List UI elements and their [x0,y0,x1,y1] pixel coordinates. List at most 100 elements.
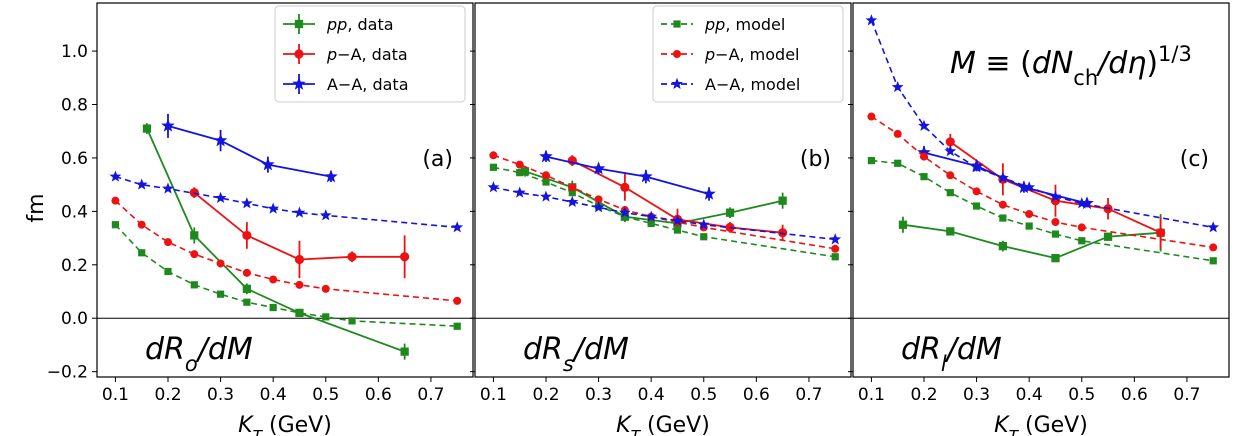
data-point [163,238,172,247]
series-line [493,154,836,250]
data-point [1025,210,1034,219]
legend-entry: pp, data [326,15,394,34]
data-point [451,221,464,233]
x-tick-label: 0.5 [312,385,339,405]
data-point [319,209,332,221]
data-point [700,233,708,241]
data-point [829,233,842,245]
data-point [541,171,550,180]
series-pp-data [142,123,409,360]
data-point [539,149,553,163]
y-tick-label: 0.6 [61,149,88,169]
legend-marker [673,20,681,28]
series-AA-model [865,14,1220,233]
data-point [269,275,278,284]
x-tick-label: 0.5 [1068,385,1095,405]
data-point [1103,232,1113,241]
data-point [216,290,225,298]
data-point [109,170,122,182]
series-pp-model [867,157,1217,265]
legend-box [274,5,466,103]
series-AA-model [487,181,842,245]
data-point [996,171,1009,183]
data-point [295,280,304,289]
data-point [161,118,175,132]
data-point [831,244,840,253]
data-point [111,221,120,229]
x-tick-label: 0.1 [480,385,507,405]
data-point [321,284,330,293]
data-point [540,190,552,202]
legend: pp, model p−A, model A−A, model [652,5,844,103]
data-point [867,112,876,121]
data-point [944,145,957,157]
data-point [111,196,120,205]
x-tick-label: 0.2 [532,385,559,405]
series-line [493,186,836,241]
data-point [294,254,305,265]
data-point [831,253,839,261]
data-point [1051,230,1060,238]
data-point [568,183,577,192]
x-tick-label: 0.4 [1016,385,1043,405]
series-line [902,223,1161,260]
data-point [972,202,981,210]
x-tick-label: 0.5 [690,385,717,405]
data-point [946,227,955,236]
x-tick-label: 0.7 [795,385,822,405]
x-tick-label: 0.2 [154,385,181,405]
data-point [898,220,908,229]
data-point [324,169,338,183]
data-point [1049,190,1062,202]
data-point [1209,243,1218,252]
data-point [513,186,526,198]
data-point [639,169,653,183]
series-pA-model [867,112,1218,252]
data-point [891,80,904,93]
legend-marker [294,49,304,59]
data-point [400,252,410,262]
data-point [1023,181,1036,193]
data-point [893,129,902,138]
data-point [261,157,275,171]
data-point [592,201,605,213]
x-axis-label: KT (GeV) [616,413,710,436]
panel-tag: (c) [1180,147,1209,172]
legend-entry: p−A, model [704,45,800,64]
data-point [998,200,1007,209]
data-point [542,178,550,186]
data-point [516,169,524,177]
data-point [998,241,1008,251]
data-point [322,313,330,321]
data-point [1078,237,1086,245]
legend-marker [671,77,683,90]
data-point [1207,221,1220,233]
series-line [545,155,710,195]
legend-marker [292,76,306,90]
data-point [645,210,658,222]
data-point [487,181,500,193]
series-pA-model [111,196,462,305]
data-point [240,197,253,209]
y-axis-label: fm [24,193,49,222]
data-point [453,296,462,305]
data-point [135,178,148,190]
y-tick-label: 0.8 [61,96,88,116]
x-tick-label: 0.6 [365,385,392,405]
x-tick-label: 0.7 [1173,385,1200,405]
series-pA-data [189,187,410,279]
data-point [702,186,716,200]
data-point [894,159,902,167]
panel-frame [96,2,474,378]
x-axis-label: KT (GeV) [238,413,332,436]
series-line [870,115,1214,249]
data-point [999,214,1007,222]
panel-c: 0.1 0.2 0.3 0.4 0.5 0.6 0.7 KT (GeV) (c) dRl/dM M … [848,2,1230,436]
data-point [190,231,199,240]
data-point [725,208,735,217]
data-point [1025,222,1033,230]
legend-entry: A−A, model [705,75,800,94]
derivative-label: dRo/dM [145,332,253,376]
data-point [620,182,630,192]
